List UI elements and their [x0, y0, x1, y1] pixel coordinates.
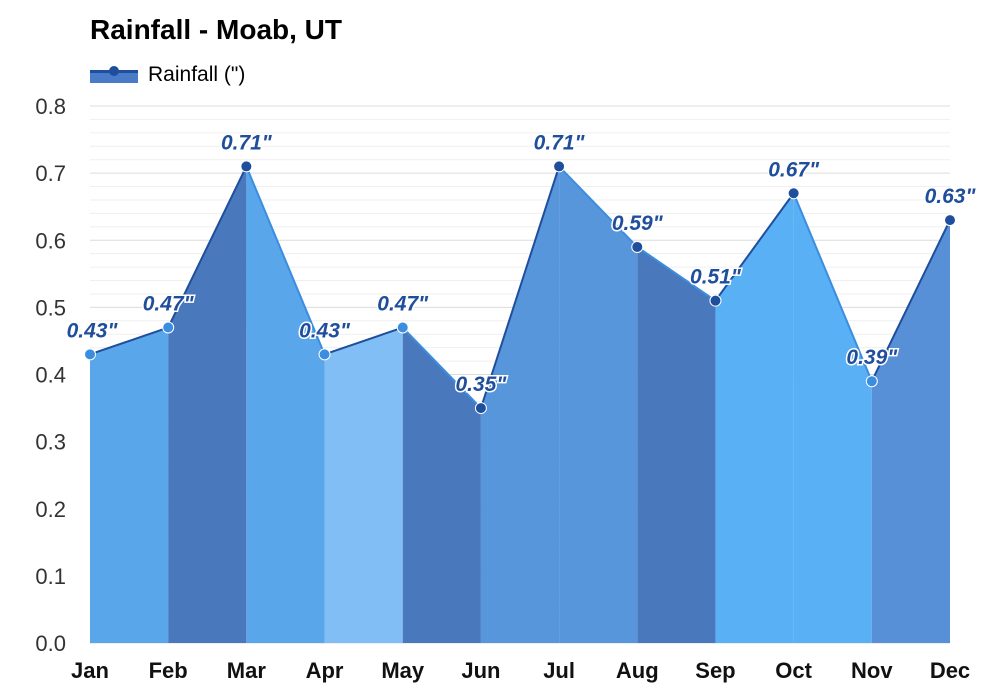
data-points[interactable]	[84, 160, 956, 415]
data-labels: 0.43" 0.47" 0.71" 0.43" 0.47" 0.35" 0.71" 0.59"…	[65, 130, 978, 398]
data-label-jan: 0.43"	[67, 319, 119, 342]
legend-swatch-fill	[90, 71, 138, 83]
area-segment-jul	[559, 166, 638, 643]
data-point-jan[interactable]	[84, 348, 96, 361]
area-segment-nov	[871, 220, 950, 644]
y-tick-label: 0.2	[35, 497, 66, 522]
data-point-apr[interactable]	[318, 348, 331, 361]
x-tick-label-apr: Apr	[306, 658, 344, 683]
series-line-segment	[558, 165, 638, 248]
data-label-dec: 0.63"	[925, 185, 977, 208]
area-segment-jun	[480, 166, 560, 643]
y-tick-label: 0.1	[35, 564, 66, 589]
x-tick-label-mar: Mar	[227, 658, 267, 683]
data-point-jun[interactable]	[474, 402, 487, 415]
legend-swatch-point	[109, 66, 119, 76]
data-point-aug[interactable]	[631, 240, 644, 253]
data-label-sep: 0.51"	[690, 266, 742, 289]
data-label-jun: 0.35"	[455, 373, 507, 396]
data-point-feb[interactable]	[162, 321, 175, 334]
data-point-jul[interactable]	[553, 160, 566, 173]
data-point-nov[interactable]	[865, 375, 878, 388]
series-line-segment	[89, 326, 169, 356]
data-label-apr: 0.43"	[299, 319, 351, 342]
x-tick-label-oct: Oct	[775, 658, 812, 683]
data-point-mar[interactable]	[240, 160, 253, 173]
area-segment-sep	[715, 193, 794, 643]
x-tick-label-jun: Jun	[461, 658, 500, 683]
series-line-segment	[870, 219, 951, 382]
data-point-may[interactable]	[396, 321, 409, 334]
area-segment-apr	[324, 327, 403, 643]
y-tick-label: 0.4	[35, 363, 66, 388]
x-tick-label-sep: Sep	[695, 658, 735, 683]
series-line-segment	[792, 192, 873, 382]
y-tick-label: 0.7	[35, 161, 66, 186]
data-label-jul: 0.71"	[534, 131, 586, 154]
data-label-feb: 0.47"	[143, 293, 195, 316]
data-label-aug: 0.59"	[612, 212, 664, 235]
data-point-sep[interactable]	[709, 294, 722, 307]
area-segment-feb	[168, 166, 247, 643]
y-tick-label: 0.8	[35, 94, 66, 119]
y-tick-label: 0.6	[35, 228, 66, 253]
chart-title: Rainfall - Moab, UT	[90, 14, 342, 45]
legend-swatch	[90, 66, 138, 83]
area-segments	[90, 166, 950, 644]
series-line-segment	[479, 166, 561, 409]
area-segment-oct	[793, 193, 872, 643]
data-point-oct[interactable]	[787, 187, 800, 200]
y-tick-label: 0.5	[35, 295, 66, 320]
x-tick-label-jul: Jul	[543, 658, 575, 683]
data-point-dec[interactable]	[944, 214, 956, 227]
data-label-nov: 0.39"	[846, 346, 898, 369]
x-tick-label-feb: Feb	[149, 658, 188, 683]
legend-label: Rainfall (")	[148, 63, 246, 86]
area-segment-aug	[637, 246, 716, 643]
area-segment-may	[402, 327, 481, 643]
x-tick-label-jan: Jan	[71, 658, 109, 683]
series-line-segment	[714, 192, 795, 302]
x-tick-label-aug: Aug	[616, 658, 659, 683]
series-line-segment	[402, 326, 482, 409]
data-label-mar: 0.71"	[221, 131, 273, 154]
series-line-segment	[636, 246, 717, 302]
area-segment-jan	[90, 327, 169, 643]
x-tick-label-nov: Nov	[851, 658, 893, 683]
y-tick-label: 0.0	[35, 631, 66, 656]
area-segment-mar	[246, 166, 325, 643]
axes: 0.0 0.1 0.2 0.3 0.4 0.5 0.6 0.7 0.8 Jan Feb Mar Apr M…	[35, 94, 970, 683]
x-tick-label-dec: Dec	[930, 658, 970, 683]
x-tick-label-may: May	[381, 658, 425, 683]
series-line-segment	[324, 326, 404, 356]
data-label-may: 0.47"	[377, 293, 429, 316]
series-line-segment	[167, 165, 248, 328]
data-label-oct: 0.67"	[768, 158, 820, 181]
y-tick-label: 0.3	[35, 430, 66, 455]
legend[interactable]: Rainfall (")	[90, 60, 245, 90]
series-line	[89, 165, 951, 409]
series-line-segment	[245, 166, 326, 355]
